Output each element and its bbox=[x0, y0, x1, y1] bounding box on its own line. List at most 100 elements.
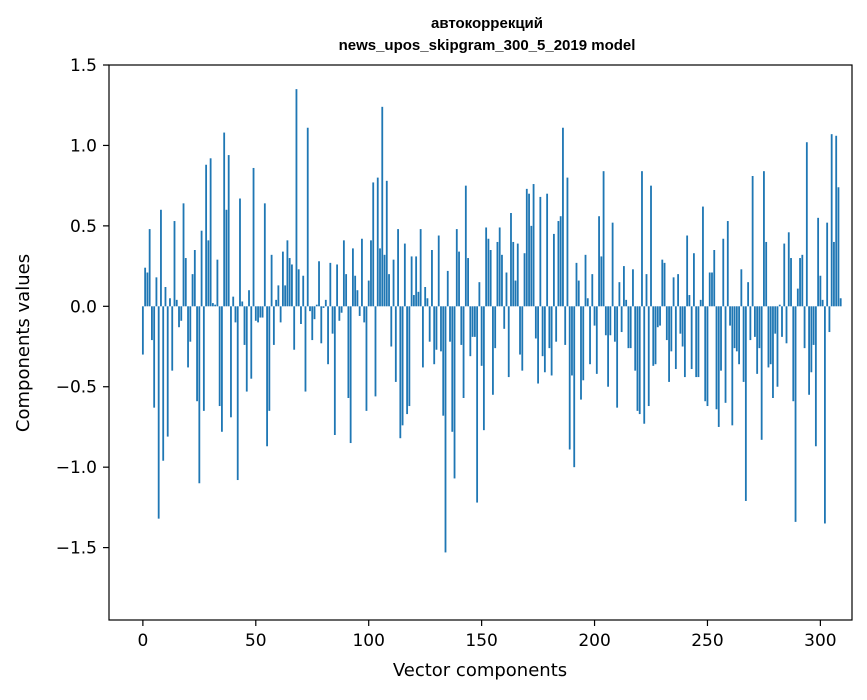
bar bbox=[799, 258, 801, 307]
bar bbox=[230, 306, 232, 418]
bar bbox=[760, 306, 763, 440]
bar bbox=[417, 291, 420, 307]
y-tick-label: 1.5 bbox=[70, 56, 97, 76]
bar bbox=[446, 270, 449, 307]
bar bbox=[354, 275, 357, 307]
bar bbox=[426, 298, 429, 307]
chart-title-line1: автокоррекций bbox=[431, 15, 543, 32]
bar bbox=[769, 306, 772, 365]
bar bbox=[672, 277, 675, 307]
bar bbox=[652, 306, 655, 366]
bar bbox=[403, 243, 406, 307]
bar bbox=[803, 306, 806, 349]
bar bbox=[390, 306, 393, 347]
bar bbox=[505, 272, 508, 307]
bar bbox=[146, 272, 149, 307]
bar bbox=[266, 306, 268, 447]
bar bbox=[234, 306, 237, 323]
x-tick-label: 150 bbox=[465, 631, 497, 651]
y-axis-label: Components values bbox=[13, 254, 34, 432]
bar bbox=[358, 306, 361, 316]
bar bbox=[302, 275, 305, 307]
bar bbox=[801, 254, 804, 307]
bar bbox=[534, 306, 537, 339]
bar bbox=[708, 272, 711, 307]
bar bbox=[467, 258, 469, 307]
bar bbox=[516, 243, 519, 307]
bar bbox=[767, 306, 770, 368]
bar bbox=[239, 198, 241, 307]
bar bbox=[693, 253, 695, 307]
bar bbox=[180, 306, 183, 321]
bar bbox=[681, 306, 684, 347]
bar bbox=[826, 222, 829, 307]
bar bbox=[435, 306, 438, 350]
bar bbox=[451, 306, 454, 432]
chart-title-line2: news_upos_skipgram_300_5_2019 model bbox=[339, 37, 636, 54]
bar bbox=[835, 135, 838, 307]
bar bbox=[236, 306, 239, 481]
bar bbox=[722, 238, 725, 307]
bar bbox=[613, 306, 616, 342]
bar bbox=[763, 171, 765, 307]
bar bbox=[175, 299, 178, 307]
bar bbox=[480, 306, 483, 366]
x-tick-label: 250 bbox=[691, 631, 723, 651]
bar bbox=[790, 258, 792, 307]
bar bbox=[410, 256, 413, 307]
bar bbox=[209, 158, 212, 307]
bar bbox=[600, 256, 603, 307]
bar bbox=[295, 89, 298, 307]
bar bbox=[169, 298, 171, 307]
bar bbox=[593, 306, 596, 326]
bar bbox=[724, 306, 727, 403]
bar bbox=[492, 306, 494, 395]
bar bbox=[166, 306, 169, 437]
bar bbox=[478, 282, 481, 307]
plot-frame bbox=[108, 64, 853, 621]
bar bbox=[376, 177, 379, 307]
bar bbox=[830, 134, 833, 307]
bar bbox=[306, 127, 309, 307]
bar bbox=[471, 306, 474, 337]
bar bbox=[706, 306, 709, 407]
bar bbox=[512, 241, 515, 307]
bar bbox=[311, 306, 314, 341]
bar bbox=[202, 306, 205, 411]
bar bbox=[604, 306, 607, 336]
bar bbox=[460, 306, 463, 345]
bar bbox=[647, 306, 650, 407]
bar bbox=[537, 306, 539, 384]
bar bbox=[464, 185, 467, 307]
bar bbox=[291, 264, 293, 307]
bar bbox=[713, 250, 716, 307]
bar bbox=[241, 301, 244, 307]
bar bbox=[756, 306, 759, 374]
bar bbox=[654, 306, 657, 365]
bar bbox=[379, 248, 381, 307]
bar bbox=[783, 243, 786, 307]
bar bbox=[571, 306, 573, 376]
bar bbox=[263, 203, 266, 307]
bar bbox=[440, 306, 442, 352]
bar bbox=[211, 303, 214, 307]
bar bbox=[431, 250, 433, 307]
bar bbox=[805, 142, 808, 307]
bar bbox=[458, 251, 460, 307]
bar bbox=[331, 306, 334, 334]
bar bbox=[245, 306, 248, 392]
bar bbox=[679, 306, 682, 334]
bar bbox=[415, 256, 418, 307]
bar bbox=[742, 306, 745, 382]
bar bbox=[284, 285, 287, 307]
y-tick-label: −1.5 bbox=[56, 539, 97, 559]
bar bbox=[808, 306, 810, 395]
bar bbox=[627, 306, 630, 349]
bar bbox=[270, 254, 273, 307]
bar bbox=[598, 216, 600, 307]
x-tick-label: 300 bbox=[804, 631, 836, 651]
bar bbox=[349, 306, 352, 444]
bar bbox=[765, 241, 768, 307]
bar bbox=[297, 269, 300, 307]
